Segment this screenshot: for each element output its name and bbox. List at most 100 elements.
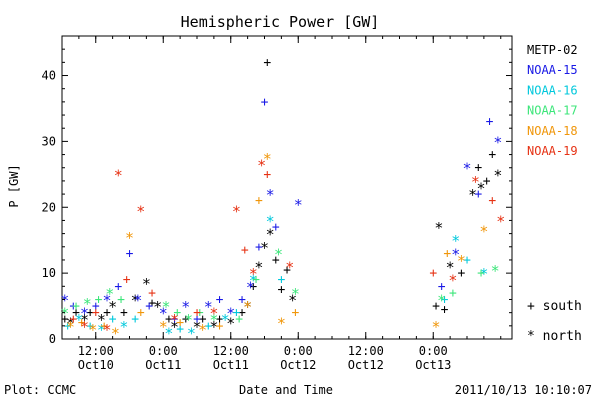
north-point: * [97,321,106,339]
south-point: + [474,187,482,202]
south-point: + [249,279,257,294]
north-point: * [288,291,297,309]
north-point: * [80,318,89,336]
north-point: * [102,321,111,339]
north-point: * [159,305,168,323]
north-point: * [263,150,272,168]
south-point: + [199,312,207,327]
south-point: + [176,322,184,337]
south-point: + [216,312,224,327]
south-point: + [92,299,100,314]
north-point: * [105,285,114,303]
x-tick-time-label: 12:00 [348,344,384,358]
south-point: + [193,306,201,321]
south-point: + [255,240,263,255]
north-point: * [249,272,258,290]
south-point: + [182,312,190,327]
north-point: * [226,315,235,333]
south-point: + [103,306,111,321]
north-point: * [80,311,89,329]
south-point: + [488,194,496,209]
north-point: * [462,160,471,178]
north-point: * [187,324,196,342]
south-point: + [100,319,108,334]
north-point: * [493,166,502,184]
legend-item: METP-02 [527,43,578,57]
north-point: * [102,291,111,309]
north-point: * [153,298,162,316]
south-point: + [477,266,485,281]
south-point: + [441,302,449,317]
legend-item: NOAA-19 [527,144,578,158]
south-point: + [272,220,280,235]
south-point: + [204,319,212,334]
north-point: * [434,219,443,237]
south-point: + [449,286,457,301]
x-tick-date-label: Oct11 [213,358,249,372]
north-point: * [254,259,263,277]
north-point: * [119,318,128,336]
north-point: * [133,291,142,309]
north-point: * [198,321,207,339]
south-point: + [69,299,77,314]
north-point: * [60,305,69,323]
north-point: * [446,259,455,277]
y-tick-label: 30 [42,134,56,148]
footer-plot-credit: Plot: CCMC [4,383,76,397]
south-point: + [255,194,263,209]
north-point: * [74,311,83,329]
south-point: + [78,316,86,331]
north-point: * [246,278,255,296]
south-point: + [483,174,491,189]
north-point: * [277,315,286,333]
north-point: * [221,311,230,329]
north-point: * [209,305,218,323]
south-point: + [86,319,94,334]
north-point: * [204,298,213,316]
marker-legend-item: + south [527,299,582,314]
x-tick-time-label: 0:00 [419,344,448,358]
north-point: * [162,298,171,316]
x-tick-date-label: Oct11 [145,358,181,372]
north-point: * [164,324,173,342]
chart-title: Hemispheric Power [GW] [181,13,380,31]
south-point: + [120,306,128,321]
north-point: * [432,318,441,336]
south-point: + [283,263,291,278]
south-point: + [123,273,131,288]
south-point: + [443,246,451,261]
north-point: * [479,265,488,283]
north-point: * [209,318,218,336]
x-tick-date-label: Oct10 [78,358,114,372]
north-point: * [479,222,488,240]
north-point: * [226,305,235,323]
north-point: * [136,203,145,221]
south-point: + [137,306,145,321]
south-point: + [126,246,134,261]
x-tick-date-label: Oct13 [415,358,451,372]
north-point: * [266,186,275,204]
south-point: + [216,319,224,334]
south-point: + [92,306,100,321]
south-point: + [148,296,156,311]
y-tick-label: 40 [42,69,56,83]
north-point: * [181,298,190,316]
north-point: * [451,245,460,263]
x-tick-time-label: 12:00 [213,344,249,358]
south-point: + [171,312,179,327]
north-point: * [97,311,106,329]
x-tick-date-label: Oct12 [280,358,316,372]
south-point: + [232,306,240,321]
footer-timestamp: 2011/10/13 10:10:07 [455,383,592,397]
y-tick-label: 20 [42,200,56,214]
north-point: * [274,245,283,263]
legend: METP-02 NOAA-15 NOAA-16 NOAA-17 NOAA-18 NOAA-… [527,43,578,158]
north-point: * [491,262,500,280]
legend-item: NOAA-16 [527,83,578,97]
south-point: + [277,283,285,298]
north-point: * [159,318,168,336]
north-point: * [83,295,92,313]
south-point: + [238,306,246,321]
south-point: + [432,299,440,314]
